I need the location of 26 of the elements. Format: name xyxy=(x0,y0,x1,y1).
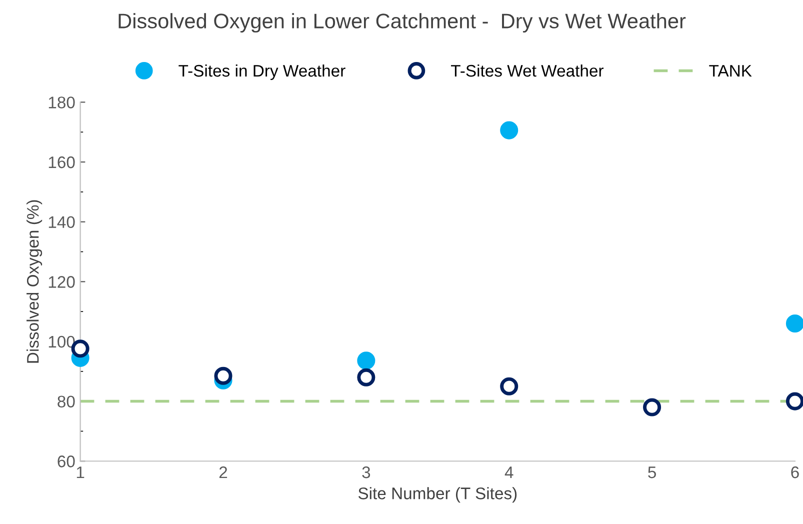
y-tick-label: 60 xyxy=(58,456,75,468)
y-axis-title: Dissolved Oxygen (%) xyxy=(26,200,42,363)
point xyxy=(786,314,803,333)
point xyxy=(500,377,518,396)
x-tick-label: 5 xyxy=(648,466,656,478)
point xyxy=(500,121,518,140)
point xyxy=(357,352,376,370)
legend-label: T-Sites Wet Weather xyxy=(450,64,604,77)
x-axis-title: Site Number (T Sites) xyxy=(358,487,517,503)
point xyxy=(214,366,232,385)
y-tick-label: 80 xyxy=(58,396,75,408)
chart-title: Dissolved Oxygen in Lower Catchment - Dry vs Wet Weather xyxy=(118,13,686,33)
point xyxy=(357,368,376,386)
legend-label: TANK xyxy=(709,65,752,77)
point xyxy=(643,398,662,416)
x-tick-label: 4 xyxy=(504,466,514,478)
x-tick-label: 2 xyxy=(219,466,228,478)
x-tick-label: 3 xyxy=(362,466,370,478)
x-tick-label: 1 xyxy=(76,466,84,478)
point xyxy=(786,392,803,410)
y-tick-label: 180 xyxy=(48,96,75,108)
y-tick-label: 120 xyxy=(48,276,75,288)
x-tick-label: 6 xyxy=(791,466,799,478)
legend-label: T-Sites in Dry Weather xyxy=(178,64,346,80)
y-tick-label: 140 xyxy=(48,216,75,228)
y-tick-label: 160 xyxy=(48,156,75,168)
